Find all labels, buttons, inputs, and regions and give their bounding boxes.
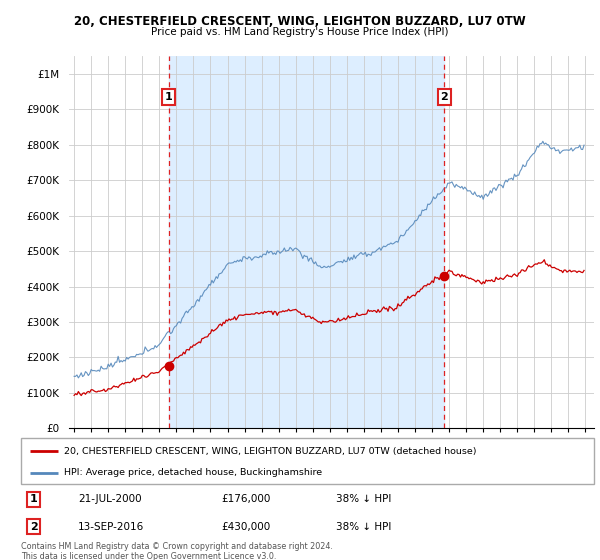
Text: 13-SEP-2016: 13-SEP-2016 [79,521,145,531]
Text: 20, CHESTERFIELD CRESCENT, WING, LEIGHTON BUZZARD, LU7 0TW (detached house): 20, CHESTERFIELD CRESCENT, WING, LEIGHTO… [64,447,476,456]
Text: 20, CHESTERFIELD CRESCENT, WING, LEIGHTON BUZZARD, LU7 0TW: 20, CHESTERFIELD CRESCENT, WING, LEIGHTO… [74,15,526,28]
Text: £176,000: £176,000 [221,494,271,505]
Text: HPI: Average price, detached house, Buckinghamshire: HPI: Average price, detached house, Buck… [64,468,322,478]
Text: 1: 1 [164,92,172,102]
Text: 2: 2 [440,92,448,102]
FancyBboxPatch shape [21,438,594,484]
Text: Price paid vs. HM Land Registry's House Price Index (HPI): Price paid vs. HM Land Registry's House … [151,27,449,37]
Text: Contains HM Land Registry data © Crown copyright and database right 2024.
This d: Contains HM Land Registry data © Crown c… [21,542,333,560]
Bar [169,56,444,428]
Text: 1: 1 [30,494,37,505]
Text: 38% ↓ HPI: 38% ↓ HPI [336,521,392,531]
Text: 38% ↓ HPI: 38% ↓ HPI [336,494,392,505]
Text: 21-JUL-2000: 21-JUL-2000 [79,494,142,505]
Text: 2: 2 [30,521,37,531]
Text: £430,000: £430,000 [221,521,271,531]
